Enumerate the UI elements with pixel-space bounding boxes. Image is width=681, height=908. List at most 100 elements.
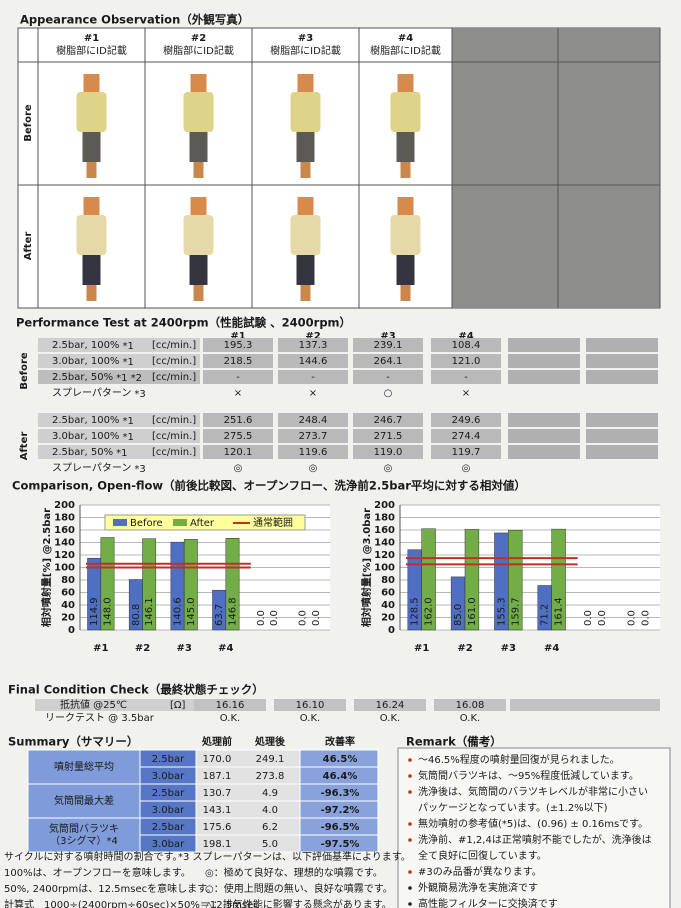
value: 16.10 bbox=[296, 700, 325, 711]
section-title: Comparison, Open-flow（前後比較図、オープンフロー、洗浄前2… bbox=[12, 479, 526, 493]
injector-shaft bbox=[189, 132, 208, 162]
section-title: Performance Test at 2400rpm（性能試験 、2400rp… bbox=[16, 316, 351, 330]
column-note: 樹脂部にID記載 bbox=[270, 44, 341, 57]
value: 143.1 bbox=[203, 805, 232, 816]
column-header: #2 bbox=[191, 33, 206, 44]
y-tick-label: 100 bbox=[54, 563, 75, 574]
value-cell bbox=[203, 338, 273, 352]
column-note: 樹脂部にID記載 bbox=[370, 44, 441, 57]
value: 119.6 bbox=[299, 447, 328, 458]
data-label: 128.5 bbox=[410, 597, 421, 626]
y-tick-label: 20 bbox=[381, 613, 395, 624]
value: O.K. bbox=[460, 713, 480, 724]
value-cell bbox=[278, 338, 348, 352]
row-unit: [cc/min.] bbox=[152, 447, 196, 458]
legend-label: 通常範囲 bbox=[253, 516, 293, 529]
value: 119.7 bbox=[452, 447, 481, 458]
row-label: 2.5bar, 100% bbox=[52, 415, 119, 426]
injector-tip bbox=[300, 162, 311, 178]
value: 16.08 bbox=[456, 700, 485, 711]
pressure: 2.5bar bbox=[152, 788, 185, 799]
value-cell bbox=[431, 354, 501, 368]
extra-cell bbox=[586, 429, 658, 443]
value: ◎ bbox=[384, 463, 393, 474]
bullet bbox=[408, 822, 412, 826]
y-tick-label: 120 bbox=[54, 550, 75, 561]
bar bbox=[142, 538, 157, 631]
value: 273.8 bbox=[256, 771, 285, 782]
injector-tip bbox=[193, 162, 204, 178]
row-band bbox=[38, 413, 200, 427]
data-label: 155.3 bbox=[496, 597, 507, 626]
extra-cell bbox=[508, 338, 580, 352]
value: 16.24 bbox=[376, 700, 405, 711]
data-label: 0.0 bbox=[640, 610, 651, 626]
column-header: 改善率 bbox=[325, 735, 355, 748]
y-tick-label: 160 bbox=[374, 525, 395, 536]
column-note: 樹脂部にID記載 bbox=[56, 44, 127, 57]
value: ◎ bbox=[309, 463, 318, 474]
injector-shaft bbox=[396, 132, 415, 162]
remark-box bbox=[397, 747, 671, 908]
footnote: *3 スプレーパターンは、以下評価基準によります。 bbox=[178, 850, 411, 863]
extra-cell bbox=[508, 429, 580, 443]
group-label: 気筒間最大差 bbox=[54, 794, 114, 807]
data-label: 0.0 bbox=[311, 610, 322, 626]
value: 251.6 bbox=[224, 415, 253, 426]
value: 108.4 bbox=[452, 340, 481, 351]
injector-tip bbox=[86, 162, 97, 178]
footnote: 計算式 1000÷(2400rpm÷60sec)×50%＝12.5msec bbox=[4, 898, 259, 908]
y-tick-label: 180 bbox=[374, 513, 395, 524]
group-cell bbox=[27, 783, 141, 819]
injector-body bbox=[390, 92, 421, 132]
bullet bbox=[408, 870, 412, 874]
value: - bbox=[236, 372, 240, 383]
injector-cap bbox=[190, 197, 207, 215]
data-label: 80.8 bbox=[131, 604, 142, 626]
group-cell bbox=[27, 817, 141, 853]
value: 271.5 bbox=[374, 431, 403, 442]
bullet bbox=[408, 790, 412, 794]
row-label: 2.5bar, 100% bbox=[52, 340, 119, 351]
data-label: 0.0 bbox=[298, 610, 309, 626]
data-label: 0.0 bbox=[269, 610, 280, 626]
rate: -97.2% bbox=[321, 805, 360, 816]
y-tick-label: 200 bbox=[54, 500, 75, 511]
rate: 46.4% bbox=[323, 771, 358, 782]
value: ○ bbox=[384, 388, 393, 399]
group-label: 噴射量総平均 bbox=[54, 760, 114, 773]
value: 6.2 bbox=[262, 822, 278, 833]
value-cell bbox=[278, 413, 348, 427]
value-cell bbox=[431, 413, 501, 427]
y-axis-label: 相対噴射量[%] @3.0bar bbox=[360, 508, 373, 627]
value: - bbox=[464, 372, 468, 383]
value: × bbox=[462, 388, 470, 399]
row-label: 3.0bar, 100% bbox=[52, 431, 119, 442]
bar bbox=[225, 538, 240, 631]
value: 144.6 bbox=[299, 356, 328, 367]
value: 4.9 bbox=[262, 788, 278, 799]
data-label: 140.6 bbox=[173, 597, 184, 626]
y-tick-label: 200 bbox=[374, 500, 395, 511]
extra-cell bbox=[586, 354, 658, 368]
row-label: 2.5bar, 50% bbox=[52, 447, 113, 458]
value-cell bbox=[431, 370, 501, 384]
footnote: ◎：極めて良好な、理想的な噴霧です。 bbox=[205, 866, 383, 879]
y-tick-label: 0 bbox=[68, 625, 75, 636]
group-label: 気筒間バラツキ bbox=[49, 822, 119, 835]
data-label: 71.2 bbox=[540, 604, 551, 626]
row-unit: [cc/min.] bbox=[152, 415, 196, 426]
injector-tip bbox=[400, 162, 411, 178]
extra-cell bbox=[586, 413, 658, 427]
value: 249.6 bbox=[452, 415, 481, 426]
injector-tip bbox=[86, 285, 97, 301]
injector-shaft bbox=[296, 255, 315, 285]
injector-body bbox=[76, 92, 107, 132]
value: 120.1 bbox=[224, 447, 253, 458]
value: 16.16 bbox=[216, 700, 245, 711]
injector-shaft bbox=[82, 255, 101, 285]
row-band bbox=[38, 429, 200, 443]
value: ◎ bbox=[462, 463, 471, 474]
section-title: Appearance Observation（外観写真） bbox=[20, 13, 249, 27]
